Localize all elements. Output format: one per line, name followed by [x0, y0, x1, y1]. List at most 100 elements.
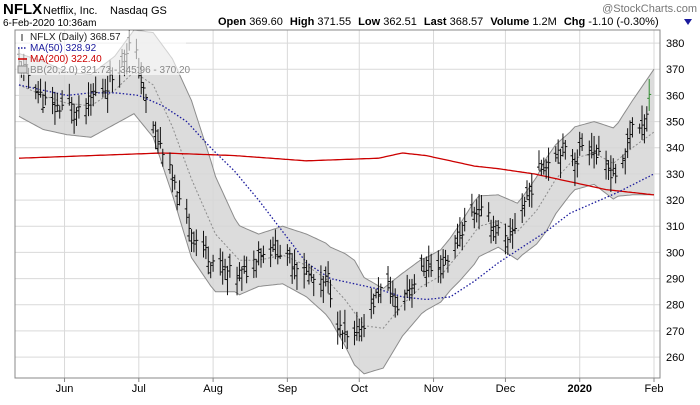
ohlc-bar	[357, 318, 362, 342]
ohlc-bar	[522, 196, 527, 217]
ohlc-bar	[187, 213, 192, 242]
ohlc-bar	[69, 96, 74, 124]
ohlc-bar	[575, 149, 580, 178]
exchange-name: Nasdaq GS	[110, 5, 167, 17]
y-tick-label: 320	[666, 195, 684, 207]
quote-line: Open 369.60 High 371.55 Low 362.51 Last …	[218, 16, 659, 28]
ohlc-bar	[318, 265, 323, 298]
y-tick-label: 330	[666, 169, 684, 181]
x-tick-label: Oct	[351, 383, 368, 395]
ohlc-bar	[201, 230, 206, 258]
ohlc-bar	[158, 127, 163, 149]
ohlc-bar	[86, 82, 91, 117]
ohlc-bar	[261, 245, 266, 264]
ohlc-bar	[328, 279, 333, 308]
ohlc-bar	[254, 258, 259, 278]
x-tick-label: Nov	[424, 383, 444, 395]
ohlc-bar	[637, 123, 642, 134]
x-tick-label: Aug	[203, 383, 223, 395]
ohlc-bar	[553, 146, 558, 162]
ohlc-bar	[630, 117, 635, 138]
ohlc-bar	[529, 173, 534, 208]
ohlc-bar	[292, 249, 297, 280]
ohlc-bar	[378, 283, 383, 304]
ohlc-bar	[472, 206, 477, 229]
ohlc-bar	[191, 231, 196, 253]
ohlc-bar	[256, 241, 261, 266]
ohlc-bar	[606, 160, 611, 180]
ohlc-bar	[235, 266, 240, 296]
ohlc-bar	[412, 274, 417, 295]
ohlc-bar	[170, 164, 175, 193]
ohlc-bar	[421, 258, 426, 277]
ohlc-bar	[592, 135, 597, 169]
y-tick-label: 380	[666, 38, 684, 50]
ohlc-bar	[290, 252, 295, 284]
legend-entry: NFLX (Daily) 368.57	[30, 32, 121, 43]
chg-value: -1.10 (-0.30%)	[588, 16, 658, 28]
x-tick-label: Jul	[132, 383, 146, 395]
ohlc-bar	[268, 239, 273, 268]
ohlc-bar	[369, 288, 374, 319]
ohlc-bar	[510, 219, 515, 249]
y-tick-label: 370	[666, 64, 684, 76]
ohlc-bar	[505, 236, 510, 255]
legend-bb-swatch	[17, 65, 28, 74]
y-tick-label: 270	[666, 326, 684, 338]
ohlc-bar	[546, 147, 551, 181]
ohlc-bar	[278, 244, 283, 260]
legend-background	[16, 31, 186, 75]
ohlc-bar	[172, 174, 177, 190]
ohlc-bar	[539, 159, 544, 176]
ohlc-bar	[33, 84, 38, 100]
ohlc-bar	[100, 78, 105, 98]
ohlc-bar	[491, 215, 496, 242]
low-value: 362.51	[383, 16, 417, 28]
ohlc-bar	[342, 309, 347, 343]
bb-middle-line	[18, 71, 655, 329]
ohlc-bar	[371, 293, 376, 315]
ohlc-bar	[151, 121, 156, 134]
ohlc-bar	[259, 248, 264, 268]
ohlc-bar	[175, 190, 180, 211]
ohlc-bar	[647, 78, 652, 111]
ohlc-bar	[455, 223, 460, 249]
ohlc-bar	[560, 133, 565, 157]
high-label: High	[290, 16, 315, 28]
legend-entry: MA(200) 322.40	[30, 54, 102, 65]
y-tick-label: 280	[666, 300, 684, 312]
ohlc-bar	[395, 296, 400, 316]
ohlc-bar	[155, 129, 160, 154]
ohlc-bar	[88, 83, 93, 116]
ohlc-bar	[206, 246, 211, 275]
ohlc-bar	[393, 288, 398, 318]
ohlc-bar	[453, 235, 458, 259]
ohlc-bar	[486, 202, 491, 222]
ohlc-bar	[640, 105, 645, 140]
ohlc-bar	[345, 330, 350, 349]
ohlc-bar	[580, 133, 585, 152]
ohlc-bar	[441, 249, 446, 279]
ohlc-bar	[220, 251, 225, 285]
y-tick-label: 340	[666, 143, 684, 155]
ohlc-bar	[285, 244, 290, 266]
ohlc-bar	[72, 103, 77, 134]
ohlc-bar	[60, 90, 65, 111]
ohlc-bar	[536, 150, 541, 171]
ohlc-bar	[419, 254, 424, 272]
ohlc-bar	[496, 220, 501, 236]
ohlc-bar	[611, 158, 616, 177]
ohlc-bar	[43, 81, 48, 106]
high-value: 371.55	[317, 16, 351, 28]
ohlc-bar	[237, 262, 242, 282]
ohlc-bar	[244, 256, 249, 284]
quote-datetime: 6-Feb-2020 10:36am	[3, 18, 96, 29]
ohlc-bar	[321, 275, 326, 303]
ohlc-bar	[613, 163, 618, 184]
ohlc-bar	[227, 253, 232, 278]
ohlc-bar	[352, 320, 357, 346]
ohlc-bar	[306, 263, 311, 285]
ohlc-bar	[570, 148, 575, 167]
